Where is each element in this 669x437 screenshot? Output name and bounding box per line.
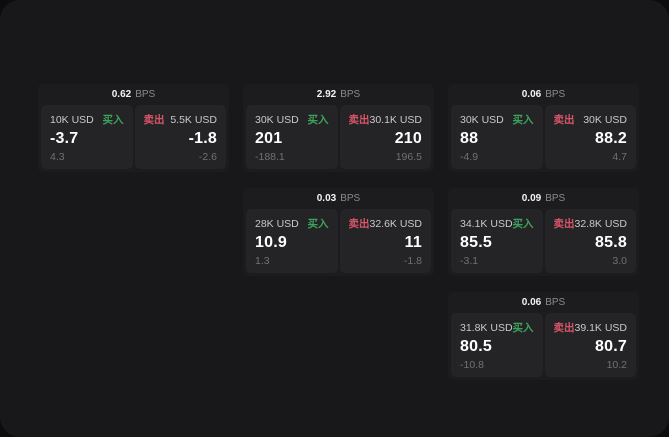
sell-panel[interactable]: 卖出 30.1K USD 210 196.5 [339,105,431,169]
buy-amount: 31.8K USD [460,321,513,334]
quote-card: 2.92 BPS 30K USD 买入 201 -188.1 卖出 30.1K … [243,84,434,172]
quote-panels: 28K USD 买入 10.9 1.3 卖出 32.6K USD 11 -1.8 [243,209,434,276]
card-header-spread: 0.03 BPS [243,188,434,209]
buy-side-label: 买入 [512,114,534,126]
sell-side-label: 卖出 [348,114,370,126]
buy-amount: 30K USD [460,113,504,126]
buy-price: -3.7 [50,130,79,147]
card-header-spread: 0.09 BPS [448,188,639,209]
sell-amount: 39.1K USD [574,321,628,334]
sell-delta: 4.7 [612,151,627,163]
sell-price: 88.2 [595,130,627,147]
buy-price: 10.9 [255,234,287,251]
sell-delta: -1.8 [403,255,422,267]
spread-unit-label: BPS [545,89,566,100]
card-header-spread: 0.06 BPS [448,292,639,313]
buy-side-label: 买入 [307,218,329,230]
quote-panels: 30K USD 买入 88 -4.9 卖出 30K USD 88.2 4.7 [448,105,639,172]
sell-panel[interactable]: 卖出 5.5K USD -1.8 -2.6 [134,105,226,169]
sell-delta: 196.5 [395,151,422,163]
buy-side-label: 买入 [512,322,534,334]
buy-panel[interactable]: 34.1K USD 买入 85.5 -3.1 [451,209,543,273]
quote-panels: 34.1K USD 买入 85.5 -3.1 卖出 32.8K USD 85.8… [448,209,639,276]
sell-amount: 32.8K USD [574,217,628,230]
buy-delta: -10.8 [460,359,484,371]
buy-panel[interactable]: 31.8K USD 买入 80.5 -10.8 [451,313,543,377]
sell-amount: 32.6K USD [369,217,423,230]
card-header-spread: 0.62 BPS [38,84,229,105]
buy-delta: -188.1 [255,151,285,163]
spread-value: 0.06 [521,297,542,308]
quote-panels: 30K USD 买入 201 -188.1 卖出 30.1K USD 210 1… [243,105,434,172]
card-header-spread: 0.06 BPS [448,84,639,105]
sell-delta: -2.6 [198,151,217,163]
sell-side-label: 卖出 [553,218,575,230]
buy-delta: -4.9 [460,151,479,163]
sell-delta: 3.0 [612,255,627,267]
sell-delta: 10.2 [606,359,627,371]
sell-side-label: 卖出 [348,218,370,230]
buy-price: 201 [255,130,283,147]
sell-price: 210 [394,130,422,147]
buy-side-label: 买入 [102,114,124,126]
quote-card: 0.03 BPS 28K USD 买入 10.9 1.3 卖出 32.6K US… [243,188,434,276]
sell-panel[interactable]: 卖出 30K USD 88.2 4.7 [544,105,636,169]
sell-amount: 5.5K USD [170,113,217,126]
buy-amount: 10K USD [50,113,94,126]
buy-price: 88 [460,130,479,147]
quote-card: 0.06 BPS 30K USD 买入 88 -4.9 卖出 30K USD 8… [448,84,639,172]
quote-card: 0.06 BPS 31.8K USD 买入 80.5 -10.8 卖出 39.1… [448,292,639,380]
spread-unit-label: BPS [545,297,566,308]
buy-amount: 30K USD [255,113,299,126]
buy-delta: 1.3 [255,255,270,267]
sell-side-label: 卖出 [143,114,165,126]
buy-price: 80.5 [460,338,492,355]
card-header-spread: 2.92 BPS [243,84,434,105]
sell-amount: 30K USD [583,113,627,126]
quote-panels: 31.8K USD 买入 80.5 -10.8 卖出 39.1K USD 80.… [448,313,639,380]
spread-value: 0.62 [111,89,132,100]
quote-card: 0.62 BPS 10K USD 买入 -3.7 4.3 卖出 5.5K USD… [38,84,229,172]
sell-panel[interactable]: 卖出 32.8K USD 85.8 3.0 [544,209,636,273]
spread-unit-label: BPS [340,193,361,204]
buy-price: 85.5 [460,234,492,251]
sell-price: -1.8 [188,130,217,147]
sell-price: 80.7 [595,338,627,355]
sell-side-label: 卖出 [553,114,575,126]
spread-value: 0.03 [316,193,337,204]
buy-delta: 4.3 [50,151,65,163]
buy-amount: 34.1K USD [460,217,513,230]
quote-panels: 10K USD 买入 -3.7 4.3 卖出 5.5K USD -1.8 -2.… [38,105,229,172]
sell-side-label: 卖出 [553,322,575,334]
spread-unit-label: BPS [545,193,566,204]
spread-value: 0.06 [521,89,542,100]
buy-side-label: 买入 [512,218,534,230]
buy-panel[interactable]: 30K USD 买入 201 -188.1 [246,105,338,169]
buy-panel[interactable]: 30K USD 买入 88 -4.9 [451,105,543,169]
buy-side-label: 买入 [307,114,329,126]
spread-value: 0.09 [521,193,542,204]
buy-panel[interactable]: 28K USD 买入 10.9 1.3 [246,209,338,273]
spread-value: 2.92 [316,89,337,100]
quote-cards-grid: 0.62 BPS 10K USD 买入 -3.7 4.3 卖出 5.5K USD… [38,84,639,380]
spread-unit-label: BPS [340,89,361,100]
sell-panel[interactable]: 卖出 32.6K USD 11 -1.8 [339,209,431,273]
spread-unit-label: BPS [135,89,156,100]
sell-panel[interactable]: 卖出 39.1K USD 80.7 10.2 [544,313,636,377]
sell-price: 11 [404,234,422,251]
buy-delta: -3.1 [460,255,479,267]
buy-panel[interactable]: 10K USD 买入 -3.7 4.3 [41,105,133,169]
buy-amount: 28K USD [255,217,299,230]
quote-card: 0.09 BPS 34.1K USD 买入 85.5 -3.1 卖出 32.8K… [448,188,639,276]
sell-price: 85.8 [595,234,627,251]
sell-amount: 30.1K USD [369,113,423,126]
